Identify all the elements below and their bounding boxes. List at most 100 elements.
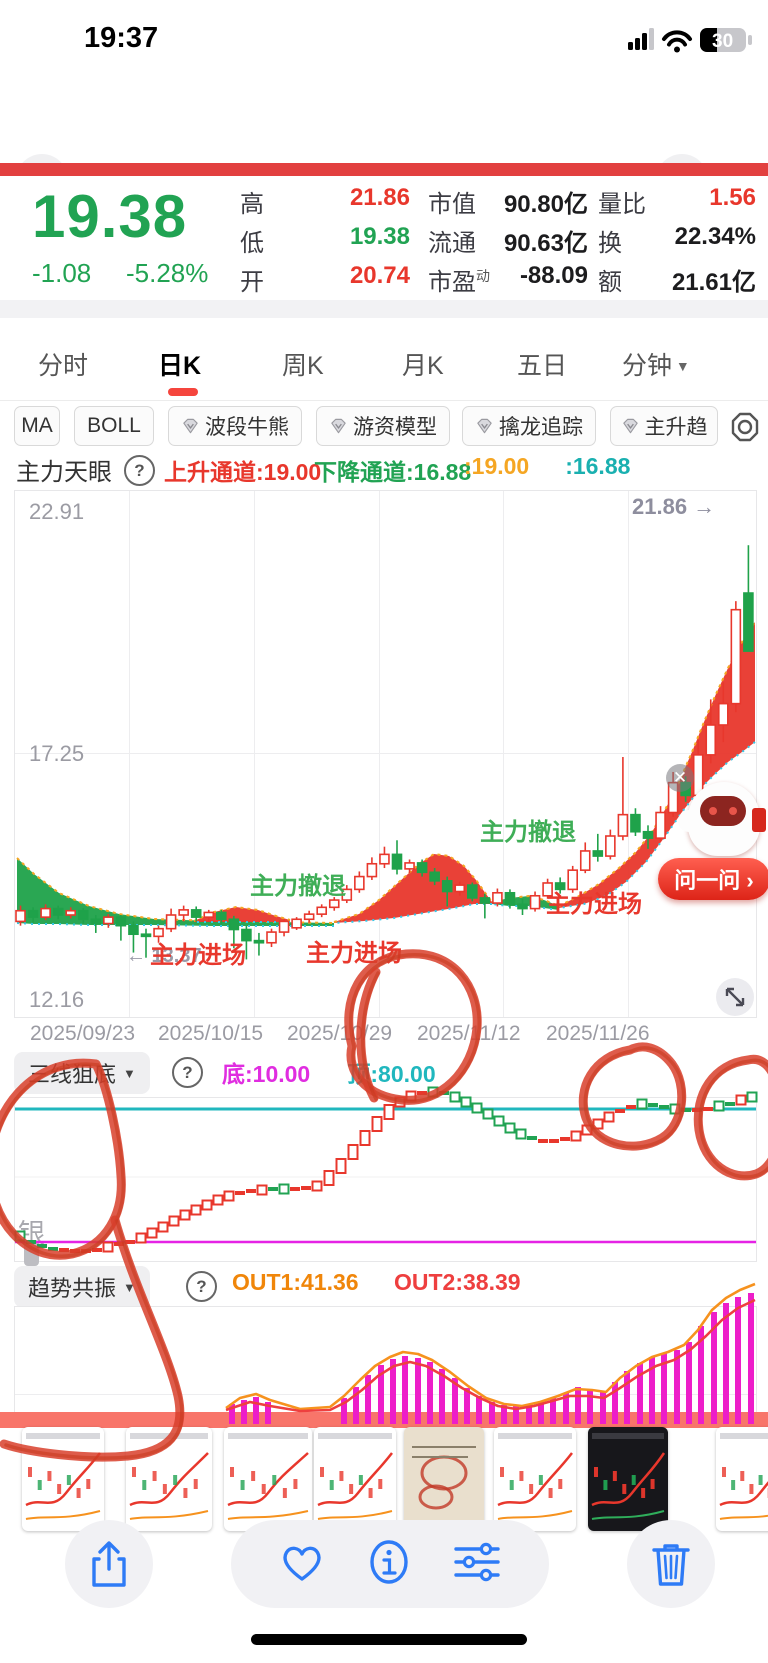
tab-周K[interactable]: 周K	[282, 352, 324, 380]
chip-波段牛熊[interactable]: 波段牛熊	[168, 406, 302, 446]
sub2-selector[interactable]: 趋势共振 ▼	[14, 1266, 150, 1308]
indicator-value: :19.00	[464, 453, 530, 479]
robot-avatar[interactable]	[678, 782, 766, 856]
tab-五日[interactable]: 五日	[517, 352, 568, 380]
sliders-icon	[453, 1542, 500, 1581]
chip-label: 波段牛熊	[205, 416, 289, 439]
thumbnail-6[interactable]	[494, 1427, 576, 1531]
section-divider	[0, 300, 768, 318]
quote-col-ohl: 高 21.86 低 19.38 开 20.74	[240, 184, 410, 300]
tab-月K[interactable]: 月K	[402, 352, 444, 380]
ask-button[interactable]: 问一问 ›	[658, 858, 768, 900]
quote-label: 低	[240, 230, 264, 257]
battery-level-text: 30	[712, 31, 733, 52]
x-axis-label: 2025/11/26	[546, 1022, 650, 1045]
gridline	[15, 753, 756, 754]
tab-日K[interactable]: 日K	[158, 352, 202, 380]
last-price: 19.38	[32, 183, 188, 250]
thumbnail-1[interactable]	[22, 1427, 104, 1531]
favorite-button[interactable]	[278, 1539, 326, 1590]
thumbnail-8[interactable]	[716, 1427, 768, 1531]
x-axis-label: 2025/10/15	[158, 1022, 264, 1045]
thumbnail-2[interactable]	[126, 1427, 212, 1531]
thumbnail-chart	[497, 1433, 573, 1520]
chip-label: 擒龙追踪	[499, 416, 583, 439]
gridline	[503, 491, 504, 1017]
thumbnail-chart	[317, 1433, 393, 1520]
quote-value: 19.38	[349, 223, 410, 250]
chip-游资模型[interactable]: 游资模型	[316, 406, 450, 446]
thumbnail-chart	[719, 1433, 768, 1520]
home-indicator[interactable]	[251, 1634, 527, 1645]
thumbnail-7[interactable]	[588, 1427, 668, 1531]
help-icon[interactable]: ?	[186, 1271, 217, 1302]
robot-arm	[678, 810, 700, 832]
gridline	[628, 491, 629, 1017]
y-axis-label: 17.25	[29, 741, 85, 766]
quote-row: 低 19.38	[240, 223, 410, 261]
gridline	[129, 491, 130, 1017]
gear-icon[interactable]	[728, 410, 762, 444]
share-icon	[92, 1541, 126, 1587]
indicator-value: OUT2:38.39	[394, 1269, 521, 1295]
indicator-value: 上升通道:19.00	[164, 459, 322, 485]
quote-col-vol: 量比 1.56 换 22.34% 额 21.61亿	[598, 184, 756, 300]
chevron-down-icon: ▼	[672, 358, 690, 374]
sub1-selector[interactable]: 三线狙底 ▼	[14, 1052, 150, 1094]
x-axis-label: 2025/10/29	[287, 1022, 393, 1045]
share-button[interactable]	[65, 1520, 153, 1608]
chip-label: BOLL	[87, 414, 141, 437]
sub2-name: 趋势共振	[28, 1276, 117, 1301]
thumbnail-4[interactable]	[314, 1427, 396, 1531]
period-tabs: 分时 日K 周K 月K 五日 分钟 ▼	[0, 318, 768, 401]
quote-label: 额	[598, 269, 622, 296]
main-chart-panel[interactable]: 22.91 17.25 12.16	[14, 490, 757, 1018]
quote-label-sup: 动	[476, 268, 490, 284]
expand-chart-button[interactable]	[716, 978, 754, 1016]
chevron-down-icon: ▼	[123, 1279, 136, 1295]
sub2-indicator-bar: 趋势共振 ▼ ? OUT1:41.36 OUT2:38.39	[0, 1266, 768, 1308]
info-icon	[370, 1539, 408, 1584]
signal-icon	[628, 28, 654, 50]
tab-分时[interactable]: 分时	[38, 352, 89, 380]
help-icon[interactable]: ?	[172, 1057, 203, 1088]
status-icons: 30	[628, 28, 752, 53]
indicator-name: 主力天眼	[16, 459, 112, 486]
sub2-chart-panel[interactable]	[14, 1306, 757, 1412]
indicator-value: 底:10.00	[222, 1061, 311, 1087]
chip-BOLL[interactable]: BOLL	[74, 406, 154, 446]
quote-value: 90.63亿	[503, 230, 588, 257]
close-icon[interactable]: ✕	[666, 764, 694, 792]
sub1-chart-panel[interactable]	[14, 1097, 757, 1262]
tab-分钟[interactable]: 分钟 ▼	[622, 352, 690, 380]
status-bar: 19:37 30	[0, 0, 768, 62]
chevron-down-icon: ▼	[123, 1065, 136, 1081]
y-axis-label: 12.16	[29, 987, 85, 1012]
thumbnail-5[interactable]	[404, 1427, 484, 1531]
thumbnail-3[interactable]	[224, 1427, 312, 1531]
gem-icon	[183, 418, 198, 433]
gem-icon	[622, 418, 638, 433]
toolbar-pill	[231, 1520, 549, 1608]
main-indicator-bar: 主力天眼 ? 上升通道:19.00 下降通道:16.88:19.00:16.88	[0, 450, 768, 490]
screenshot-thumbnails	[0, 1427, 768, 1535]
chip-主升趋[interactable]: 主升趋	[610, 406, 718, 446]
trash-icon	[652, 1544, 690, 1586]
chip-MA[interactable]: MA	[14, 406, 60, 446]
robot-visor	[700, 796, 746, 826]
thumbnail-chart	[129, 1433, 209, 1520]
delete-button[interactable]	[627, 1520, 715, 1608]
quote-row: 额 21.61亿	[598, 262, 756, 300]
adjust-button[interactable]	[452, 1539, 502, 1590]
heart-icon	[283, 1546, 321, 1581]
thumbnail-chart	[591, 1433, 666, 1520]
robot-eye	[709, 807, 717, 815]
chip-擒龙追踪[interactable]: 擒龙追踪	[462, 406, 596, 446]
selected-tab-underline	[168, 388, 198, 396]
quote-label: 流通	[428, 230, 476, 257]
quote-col-caps: 市值 90.80亿 流通 90.63亿 市盈动 -88.09	[428, 184, 588, 300]
accent-divider	[0, 163, 768, 176]
chip-label: 主升趋	[644, 416, 708, 439]
info-button[interactable]	[365, 1538, 413, 1591]
help-icon[interactable]: ?	[124, 455, 155, 486]
